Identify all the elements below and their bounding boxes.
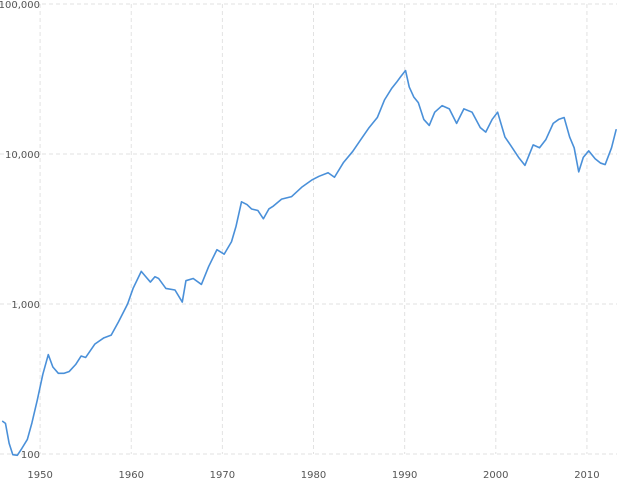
series-layer [1,69,617,457]
x-tick-label: 2000 [483,470,508,480]
y-tick-label: 10,000 [5,150,40,161]
x-tick-label: 1980 [301,470,326,480]
grid [0,3,617,455]
x-tick-label: 1960 [119,470,144,480]
x-tick-label: 1970 [210,470,235,480]
x-tick-label: 1950 [27,470,52,480]
tick-labels: 100 1,000 10,000 100,000 1950 1960 1970 1980 199… [0,0,600,480]
y-tick-label: 100,000 [0,0,40,11]
series-line [1,69,617,457]
y-tick-label: 100 [21,450,40,461]
y-tick-label: 1,000 [11,300,40,311]
x-tick-label: 2010 [574,470,599,480]
x-tick-label: 1990 [392,470,417,480]
